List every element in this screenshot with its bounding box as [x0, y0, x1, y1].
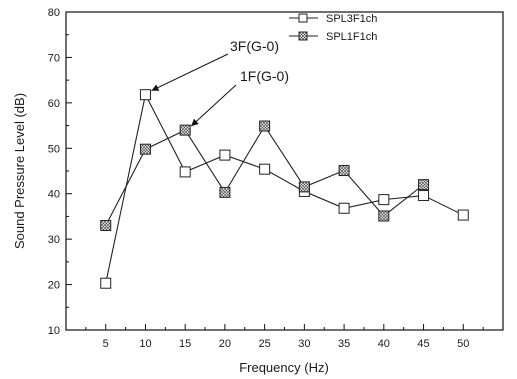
annotation-label-1: 3F(G-0): [230, 38, 279, 54]
x-tick-label-5: 5: [103, 338, 109, 350]
x-tick-label-15: 15: [179, 338, 191, 350]
data-point-spl3f1ch-45: [418, 190, 430, 202]
data-point-spl3f1ch-40: [378, 194, 390, 206]
y-tick-label-40: 40: [48, 189, 60, 201]
y-axis-ticks: 10 20 30 40 50 60 70 80: [48, 7, 72, 337]
series-line-spl1f1ch: [105, 124, 424, 226]
series-layer: [100, 89, 469, 289]
data-point-spl3f1ch-5: [100, 277, 112, 289]
data-point-spl1f1ch-45: [418, 179, 430, 191]
x-tick-label-45: 45: [417, 338, 429, 350]
plot-frame: [65, 11, 504, 331]
annotation-layer: 3F(G-0) 1F(G-0): [151, 38, 289, 127]
y-tick-label-60: 60: [48, 98, 60, 110]
y-tick-label-20: 20: [48, 280, 60, 292]
legend-marker-spl1f1ch: [298, 31, 308, 41]
y-tick-label-80: 80: [48, 7, 60, 19]
data-point-spl1f1ch-20: [219, 186, 231, 198]
legend-marker-spl3f1ch: [298, 13, 308, 23]
y-tick-label-70: 70: [48, 52, 60, 64]
data-point-spl1f1ch-35: [338, 165, 350, 177]
data-point-spl1f1ch-5: [100, 220, 112, 232]
annotation-arrowhead-1: [151, 84, 160, 91]
data-point-spl3f1ch-15: [179, 166, 191, 178]
data-point-spl1f1ch-10: [139, 143, 151, 155]
legend-label-spl3f1ch: SPL3F1ch: [326, 13, 377, 25]
data-point-spl3f1ch-35: [338, 202, 350, 214]
x-tick-label-25: 25: [259, 338, 271, 350]
x-tick-label-50: 50: [457, 338, 469, 350]
annotation-arrow-1: [151, 53, 229, 92]
series-line-spl3f1ch: [105, 93, 464, 284]
annotation-arrowhead-2: [191, 118, 199, 127]
data-point-spl1f1ch-40: [378, 210, 390, 222]
y-tick-label-10: 10: [48, 325, 60, 337]
annotation-arrow-2: [190, 84, 237, 127]
data-point-spl1f1ch-25: [259, 120, 271, 132]
x-tick-label-30: 30: [298, 338, 310, 350]
x-axis-label: Frequency (Hz): [239, 360, 329, 375]
x-tick-label-20: 20: [219, 338, 231, 350]
data-point-spl3f1ch-25: [259, 163, 271, 175]
data-point-spl3f1ch-50: [457, 209, 469, 221]
x-axis-ticks: 5 10 15 20 25 30 35 40 45 50: [85, 324, 484, 350]
annotation-label-2: 1F(G-0): [240, 68, 289, 84]
data-point-spl1f1ch-30: [298, 181, 310, 193]
data-point-spl3f1ch-20: [219, 149, 231, 161]
data-point-spl3f1ch-10: [139, 89, 151, 101]
x-tick-label-35: 35: [338, 338, 350, 350]
legend: SPL3F1ch SPL1F1ch: [289, 13, 377, 43]
y-axis-label: Sound Pressure Level (dB): [12, 93, 27, 249]
x-tick-label-40: 40: [378, 338, 390, 350]
x-tick-label-10: 10: [139, 338, 151, 350]
y-tick-label-50: 50: [48, 143, 60, 155]
legend-label-spl1f1ch: SPL1F1ch: [326, 31, 377, 43]
data-point-spl1f1ch-15: [179, 124, 191, 136]
y-tick-label-30: 30: [48, 234, 60, 246]
